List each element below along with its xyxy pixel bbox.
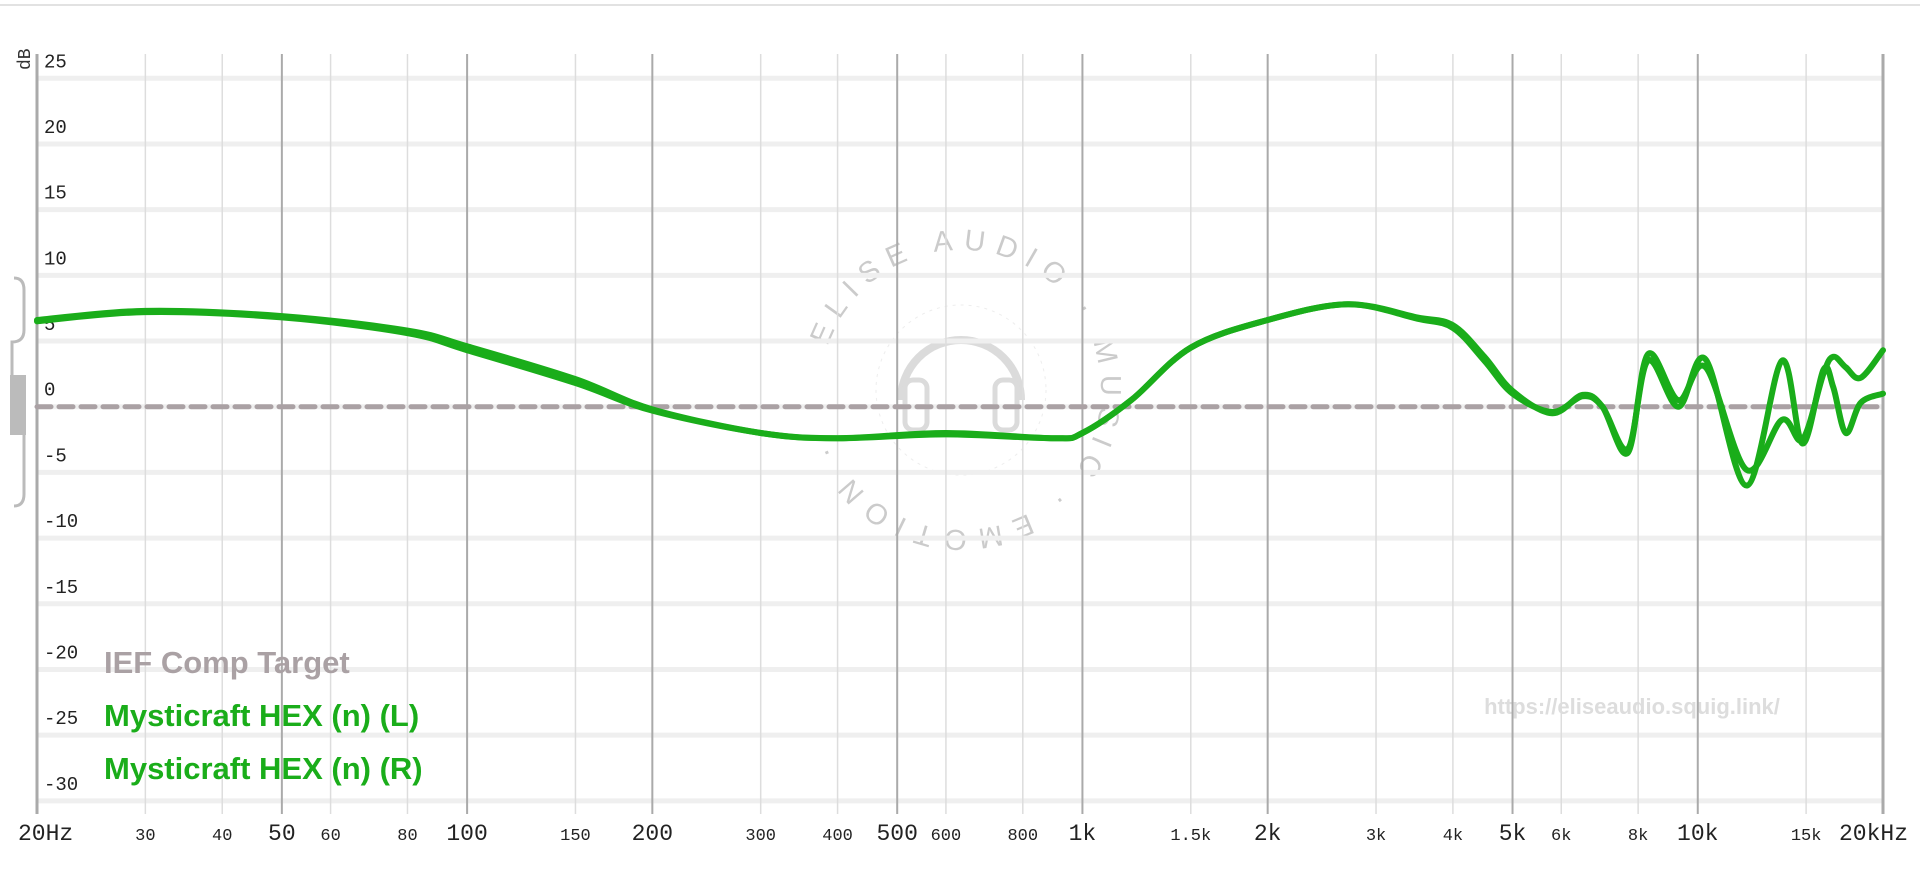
x-tick-label: 800 bbox=[1007, 827, 1038, 846]
x-tick-label: 400 bbox=[822, 827, 853, 846]
y-tick-label: 20 bbox=[44, 117, 67, 139]
watermark-logo bbox=[875, 304, 1047, 476]
y-tick-label: 0 bbox=[44, 380, 55, 402]
y-axis-label: dB bbox=[16, 48, 36, 70]
x-tick-label: 50 bbox=[268, 821, 296, 847]
x-tick-label: 300 bbox=[745, 827, 776, 846]
y-tick-label: 25 bbox=[44, 51, 67, 73]
scale-grip[interactable] bbox=[10, 375, 26, 435]
x-tick-label: 150 bbox=[560, 827, 591, 846]
y-tick-label: -5 bbox=[44, 445, 67, 467]
y-tick-label: -20 bbox=[44, 642, 78, 664]
x-tick-label: 100 bbox=[446, 821, 487, 847]
y-tick-label: -10 bbox=[44, 511, 78, 533]
x-tick-label: 20Hz bbox=[18, 821, 73, 847]
x-tick-label: 80 bbox=[397, 827, 417, 846]
legend-entry[interactable]: IEF Comp Target bbox=[104, 645, 350, 680]
y-tick-label: -15 bbox=[44, 577, 78, 599]
x-tick-label: 20kHz bbox=[1839, 821, 1908, 847]
y-tick-label: 15 bbox=[44, 183, 67, 205]
x-tick-label: 40 bbox=[212, 827, 232, 846]
x-tick-label: 4k bbox=[1443, 827, 1463, 846]
x-tick-label: 1.5k bbox=[1170, 827, 1211, 846]
x-tick-label: 5k bbox=[1499, 821, 1527, 847]
x-tick-label: 2k bbox=[1254, 821, 1282, 847]
x-tick-label: 10k bbox=[1677, 821, 1718, 847]
x-tick-label: 3k bbox=[1366, 827, 1386, 846]
x-tick-label: 600 bbox=[931, 827, 962, 846]
y-tick-label: -25 bbox=[44, 708, 78, 730]
fr-curve bbox=[34, 301, 1886, 474]
x-tick-label: 8k bbox=[1628, 827, 1648, 846]
x-tick-label: 500 bbox=[876, 821, 917, 847]
x-tick-label: 60 bbox=[320, 827, 340, 846]
y-tick-label: -30 bbox=[44, 774, 78, 796]
legend-entry[interactable]: Mysticraft HEX (n) (R) bbox=[104, 751, 423, 786]
legend-entry[interactable]: Mysticraft HEX (n) (L) bbox=[104, 698, 419, 733]
x-tick-label: 15k bbox=[1791, 827, 1822, 846]
x-tick-label: 1k bbox=[1069, 821, 1097, 847]
x-tick-label: 6k bbox=[1551, 827, 1571, 846]
y-tick-label: 5 bbox=[44, 314, 55, 336]
x-tick-label: 30 bbox=[135, 827, 155, 846]
x-tick-label: 200 bbox=[632, 821, 673, 847]
url-watermark: https://eliseaudio.squig.link/ bbox=[1484, 694, 1780, 719]
y-tick-label: 10 bbox=[44, 248, 67, 270]
fr-curve bbox=[34, 301, 1886, 489]
